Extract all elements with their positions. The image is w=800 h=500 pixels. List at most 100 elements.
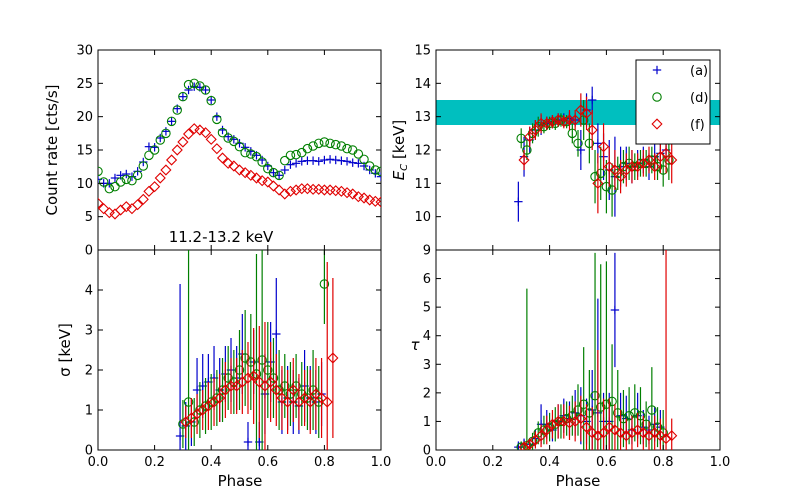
count_rate-d-point-23 bbox=[223, 133, 233, 143]
count_rate-f-point-13 bbox=[166, 154, 178, 166]
cutoff_energy-a-point-0 bbox=[514, 197, 523, 206]
count_rate-f-point-0 bbox=[98, 197, 104, 209]
count_rate-d-point-35 bbox=[291, 149, 301, 160]
tau-f-point-12 bbox=[586, 427, 598, 439]
count_rate-d-point-21 bbox=[212, 114, 222, 125]
count_rate-d-point-46 bbox=[353, 149, 364, 159]
cutoff_energy-f-point-12 bbox=[586, 124, 598, 136]
count_rate-f-point-1 bbox=[98, 203, 110, 215]
cutoff_energy-f-point-10 bbox=[575, 104, 587, 116]
cutoff_energy-d-point-9 bbox=[567, 128, 578, 139]
panel-sigma-ticks: 0 1 2 3 4 0.0 0.2 0.4 0.6 0.8 1.0 bbox=[85, 250, 391, 470]
count_rate-ytick-label-0: 0 bbox=[85, 244, 93, 259]
tau-d-point-21 bbox=[635, 410, 646, 421]
count-rate-ylabel: Count rate [cts/s] bbox=[43, 84, 61, 215]
count_rate-d-point-43 bbox=[336, 141, 347, 151]
count_rate-a-point-27 bbox=[246, 147, 256, 156]
cutoff_energy-ytick-label-2: 11 bbox=[414, 177, 431, 192]
count_rate-f-point-18 bbox=[194, 124, 206, 136]
sigma-f-point-12 bbox=[248, 370, 260, 382]
tau-xtick-label-2: 0.4 bbox=[539, 455, 560, 470]
count_rate-a-point-3 bbox=[110, 173, 120, 183]
count_rate-d-point-17 bbox=[189, 78, 199, 89]
legend-label-f: (f) bbox=[690, 118, 705, 133]
count_rate-d-point-2 bbox=[104, 183, 115, 194]
count_rate-f-point-30 bbox=[262, 176, 274, 188]
count_rate-d-point-15 bbox=[178, 91, 188, 102]
count_rate-d-point-9 bbox=[144, 150, 154, 161]
tau-f-point-5 bbox=[546, 418, 559, 430]
count_rate-d-point-24 bbox=[229, 136, 239, 147]
panel-tau: 0 1 2 3 4 5 6 0.0 0.2 0.4 0.6 0.8 1.0 τ Phase bbox=[410, 249, 730, 490]
tau-d-point-19 bbox=[624, 410, 634, 421]
count_rate-f-point-35 bbox=[290, 184, 302, 196]
tau-f-point-0 bbox=[518, 441, 530, 450]
sigma-f-point-17 bbox=[276, 392, 288, 404]
count_rate-f-point-10 bbox=[149, 181, 161, 193]
sigma-f-point-19 bbox=[287, 384, 299, 396]
count_rate-d-point-22 bbox=[217, 127, 228, 138]
sigma-d-point-14 bbox=[257, 355, 267, 365]
tau-f-point-11 bbox=[580, 421, 593, 433]
tau-ylabel: τ bbox=[410, 336, 420, 354]
count_rate-a-point-43 bbox=[337, 156, 346, 165]
tau-d-point-23 bbox=[647, 405, 657, 415]
count_rate-a-point-30 bbox=[263, 161, 272, 171]
panel-count-rate-frame bbox=[97, 49, 382, 251]
sigma-ytick-label-0: 0 bbox=[85, 444, 93, 459]
count_rate-a-point-16 bbox=[184, 85, 193, 95]
sigma-xlabel: Phase bbox=[218, 472, 263, 490]
count_rate-a-point-39 bbox=[314, 157, 323, 166]
sigma-f-point-15 bbox=[265, 376, 277, 388]
count_rate-a-point-35 bbox=[291, 159, 301, 168]
tau-ytick-label-2: 2 bbox=[423, 386, 431, 401]
tau-d-point-14 bbox=[595, 402, 606, 412]
sigma-xtick-label-0: 0.0 bbox=[88, 455, 109, 470]
panel-count-rate-marks bbox=[98, 78, 381, 220]
tau-f-point-13 bbox=[592, 430, 604, 442]
count_rate-f-point-5 bbox=[120, 201, 132, 213]
tau-series-d bbox=[516, 252, 668, 450]
count_rate-d-point-14 bbox=[172, 105, 182, 115]
count_rate-d-point-13 bbox=[166, 116, 177, 127]
count_rate-f-point-27 bbox=[245, 169, 257, 181]
cutoff_energy-d-point-0 bbox=[516, 133, 526, 144]
count_rate-f-point-16 bbox=[182, 128, 195, 140]
tau-d-point-10 bbox=[573, 405, 583, 415]
sigma-xtick-label-3: 0.6 bbox=[257, 455, 278, 470]
sigma-series-f bbox=[180, 262, 339, 450]
energy-band-annotation: 11.2-13.2 keV bbox=[169, 228, 274, 246]
cutoff_energy-d-point-10 bbox=[573, 138, 583, 149]
sigma-f-point-16 bbox=[270, 384, 282, 396]
tau-d-point-18 bbox=[618, 413, 629, 424]
count_rate-a-point-41 bbox=[325, 155, 335, 164]
count_rate-a-point-40 bbox=[320, 155, 329, 165]
count_rate-d-point-33 bbox=[280, 155, 290, 166]
count_rate-f-point-33 bbox=[279, 188, 291, 200]
tau-f-point-4 bbox=[541, 424, 553, 436]
count_rate-f-point-7 bbox=[132, 199, 144, 211]
tau-f-point-26 bbox=[666, 430, 678, 442]
count_rate-d-point-25 bbox=[234, 141, 245, 152]
count_rate-d-point-27 bbox=[246, 149, 256, 159]
count_rate-d-point-16 bbox=[183, 79, 194, 90]
cutoff_energy-d-point-25 bbox=[658, 165, 668, 175]
tau-ytick-label-3: 3 bbox=[423, 358, 431, 373]
cutoff_energy-f-point-0 bbox=[518, 154, 530, 166]
tau-ytick-label-6: 6 bbox=[423, 272, 431, 287]
sigma-f-point-26 bbox=[327, 352, 339, 364]
cutoff_energy-ytick-label-5: 14 bbox=[414, 77, 431, 92]
tau-f-point-23 bbox=[649, 427, 661, 439]
count_rate-d-point-3 bbox=[110, 181, 120, 192]
cutoff_energy-f-point-13 bbox=[592, 177, 604, 189]
count_rate-f-point-14 bbox=[171, 144, 183, 156]
count_rate-f-point-4 bbox=[115, 204, 127, 216]
sigma-d-point-18 bbox=[280, 381, 290, 391]
tau-f-point-15 bbox=[603, 421, 615, 433]
tau-d-point-0 bbox=[516, 442, 526, 450]
cutoff_energy-d-point-16 bbox=[607, 185, 617, 195]
count_rate-a-point-19 bbox=[201, 85, 210, 95]
count_rate-f-point-21 bbox=[211, 143, 223, 155]
count_rate-a-point-11 bbox=[156, 133, 165, 143]
tau-d-point-13 bbox=[590, 390, 600, 401]
